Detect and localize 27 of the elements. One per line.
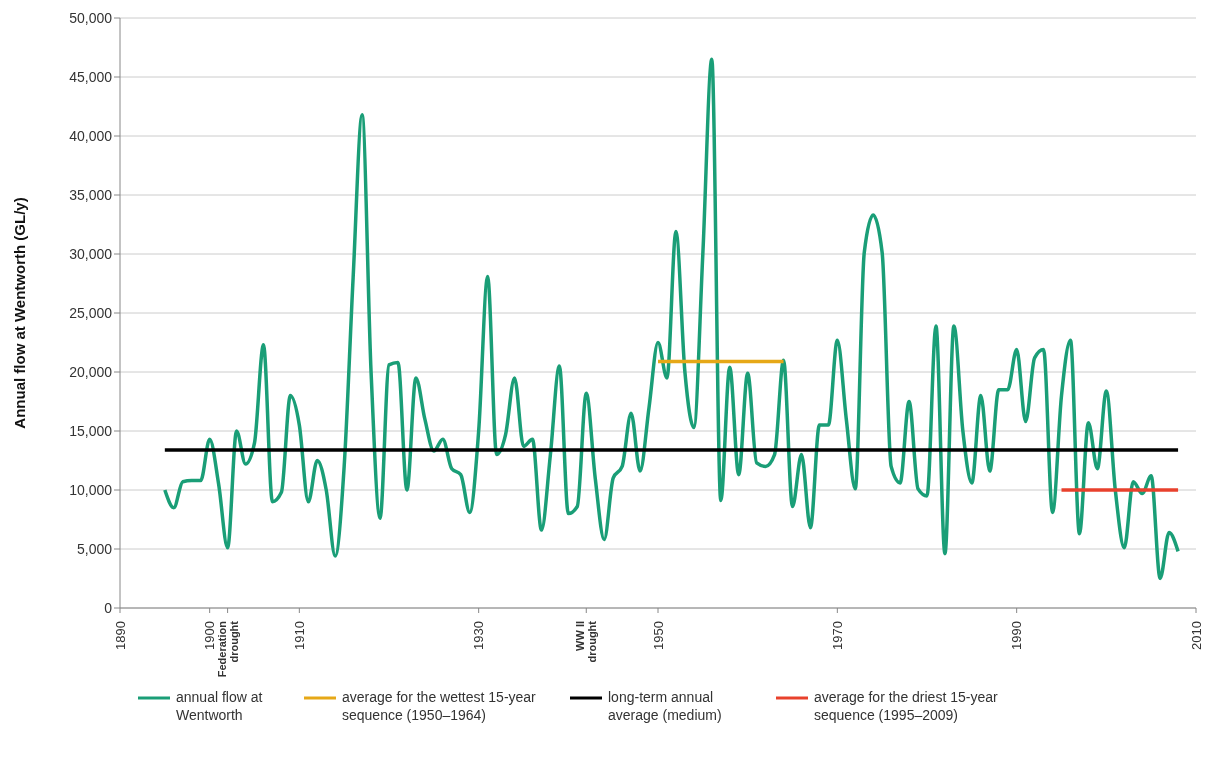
x-tick-label: WW II drought	[574, 620, 599, 663]
x-tick-label: 1950	[650, 621, 666, 650]
legend-label: average for the driest 15-year sequence (1995–2009)	[814, 688, 999, 724]
x-tick-label: Federation drought	[215, 620, 240, 678]
legend-label: average for the wettest 15-year sequence (1950–1964)	[342, 688, 537, 724]
x-tick-label: 1910	[291, 621, 307, 650]
y-tick-label: 35,000	[69, 186, 113, 203]
y-tick-label: 5,000	[76, 540, 113, 557]
legend-label: annual flow at Wentworth	[176, 688, 264, 724]
x-tick-label: 1970	[829, 621, 845, 650]
y-tick-label: 0	[104, 599, 113, 616]
y-tick-label: 10,000	[69, 481, 113, 498]
y-tick-label: 50,000	[69, 9, 113, 26]
x-tick-label: 1890	[112, 621, 128, 650]
y-tick-label: 20,000	[69, 363, 113, 380]
y-tick-label: 30,000	[69, 245, 113, 262]
y-tick-label: 15,000	[69, 422, 113, 439]
y-axis-title: Annual flow at Wentworth (GL/y)	[11, 197, 29, 429]
line-series	[163, 57, 1180, 581]
y-tick-label: 40,000	[69, 127, 113, 144]
x-tick-label: 1900	[202, 621, 218, 650]
x-tick-label: 2010	[1188, 621, 1204, 650]
x-tick-label: 1990	[1009, 621, 1025, 650]
x-tick-label: 1930	[471, 621, 487, 650]
y-tick-label: 45,000	[69, 68, 113, 85]
legend-label: long-term annual average (medium)	[608, 688, 723, 724]
y-tick-label: 25,000	[69, 304, 113, 321]
